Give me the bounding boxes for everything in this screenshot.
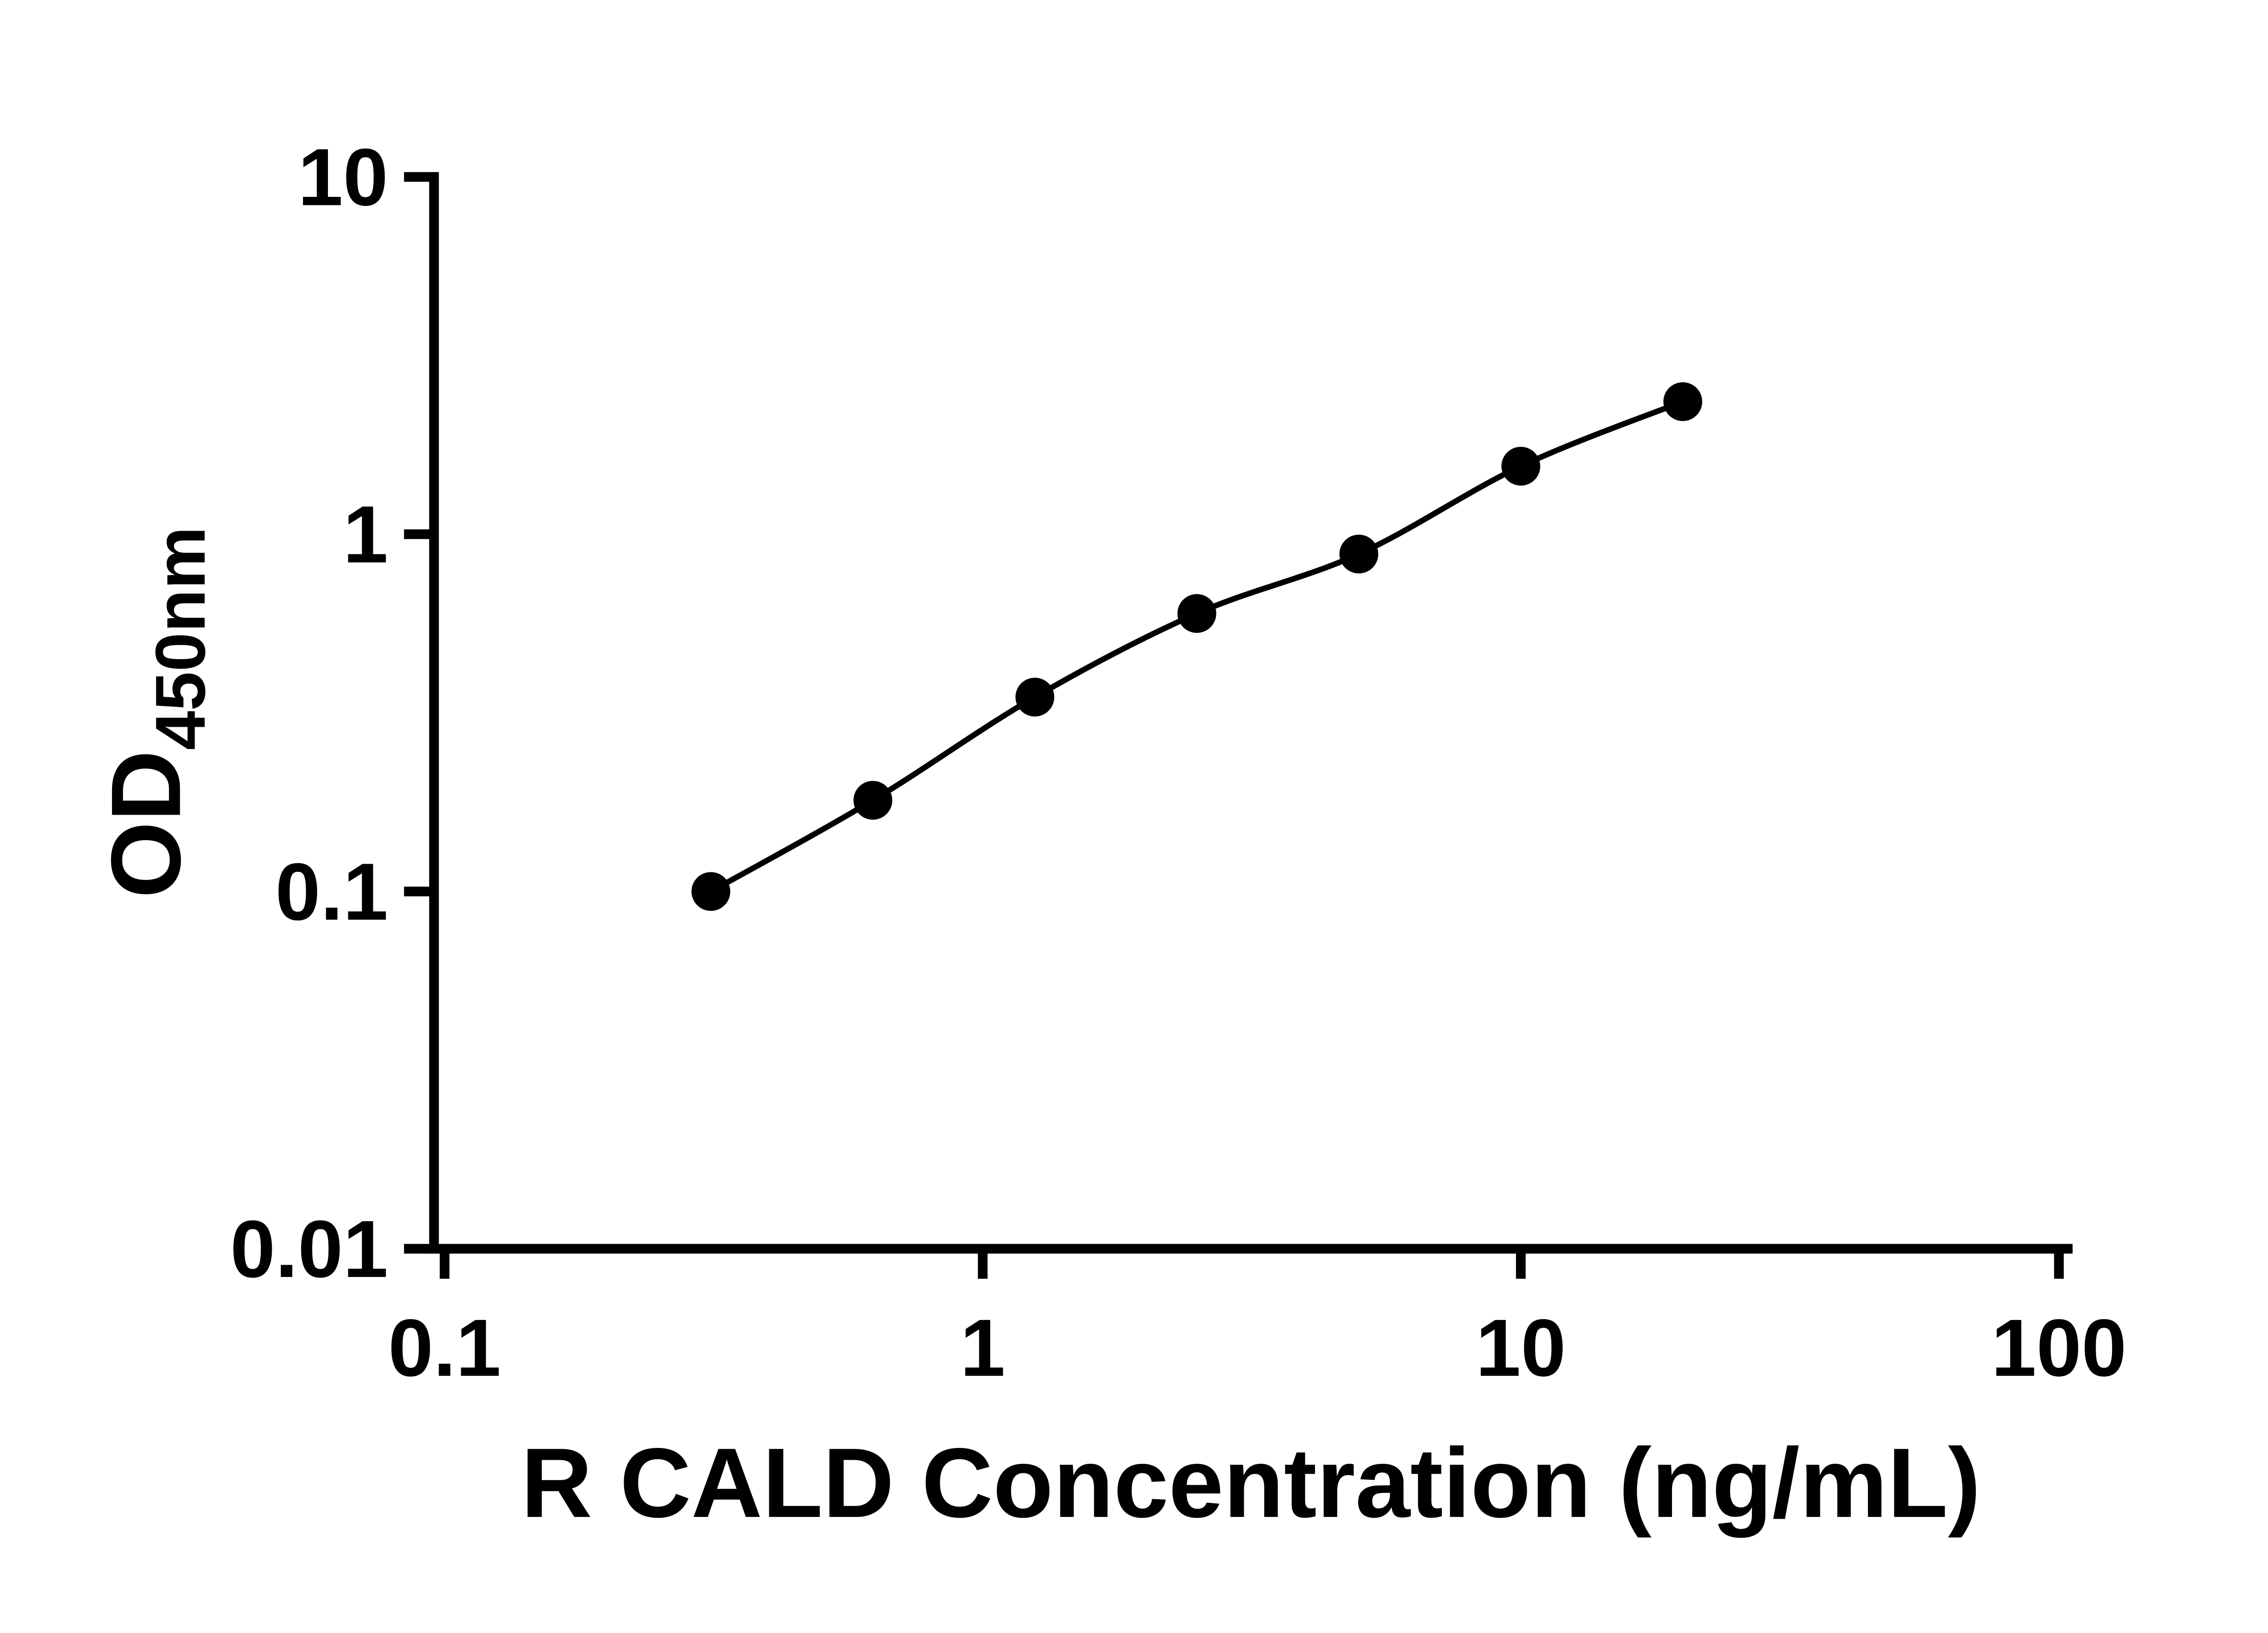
y-axis-label-main: OD: [91, 750, 201, 899]
x-tick-label: 1: [960, 1302, 1006, 1393]
axis-frame: [429, 172, 2073, 1254]
y-axis-label-subscript: 450nm: [141, 527, 220, 750]
data-point: [853, 781, 893, 820]
x-axis-label: R CALD Concentration (ng/mL): [521, 1428, 1981, 1538]
x-tick-label: 100: [1991, 1302, 2127, 1393]
y-tick-label: 0.01: [230, 1203, 388, 1294]
data-point: [1663, 382, 1702, 421]
x-tick-label: 10: [1476, 1302, 1566, 1393]
data-point: [691, 872, 730, 911]
data-point: [1177, 594, 1217, 633]
y-tick-label: 0.1: [275, 846, 388, 937]
data-point: [1015, 677, 1055, 717]
data-point: [1339, 534, 1378, 574]
data-series: [691, 382, 1702, 911]
y-axis-label: OD450nm: [91, 527, 220, 899]
y-tick-label: 10: [298, 132, 388, 222]
data-point: [1501, 446, 1540, 486]
x-tick-label: 0.1: [388, 1302, 501, 1393]
y-tick-label: 1: [343, 489, 388, 580]
